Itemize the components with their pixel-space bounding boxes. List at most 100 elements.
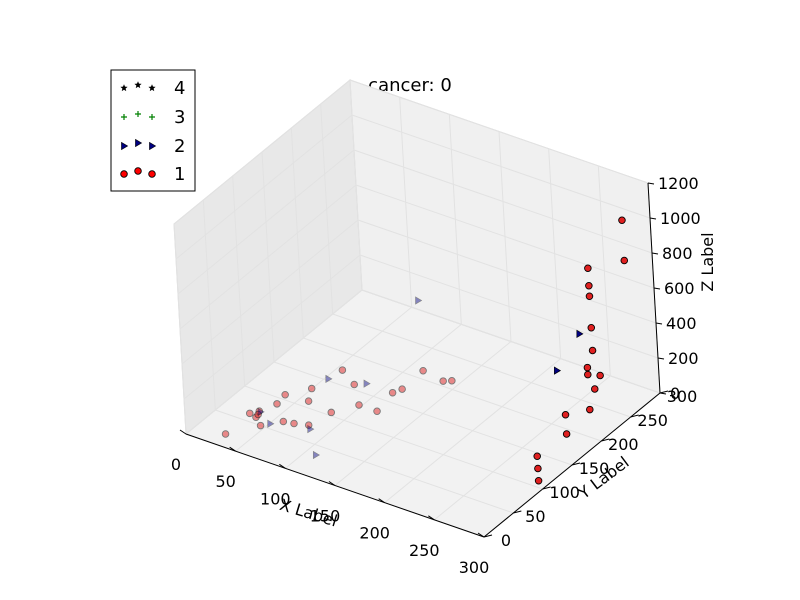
legend-entry-1: 1 <box>120 164 185 185</box>
data-point <box>584 264 592 273</box>
data-point <box>587 324 596 332</box>
x-tick-mark <box>378 498 385 504</box>
x-tick-label: 50 <box>215 472 235 491</box>
data-point <box>585 292 594 301</box>
legend-label: 4 <box>174 78 185 99</box>
data-point <box>312 450 320 460</box>
legend-label: 2 <box>174 136 185 157</box>
data-point <box>304 421 313 429</box>
data-point <box>583 363 592 372</box>
legend-marker <box>149 141 157 151</box>
data-point <box>254 410 262 419</box>
data-point <box>281 391 289 399</box>
data-point <box>267 419 275 428</box>
y-tick-mark <box>513 510 522 514</box>
z-tick-label: 600 <box>664 279 695 298</box>
y-grid-floor <box>332 313 631 418</box>
z-tick-mark <box>657 357 665 360</box>
data-point <box>534 477 543 485</box>
legend-marker <box>148 84 156 92</box>
z-tick-mark <box>655 322 663 325</box>
legend-marker <box>149 114 155 120</box>
data-point <box>439 377 447 385</box>
legend-entry-4: 4 <box>120 78 185 99</box>
legend: 4 3 2 1 <box>110 69 196 192</box>
legend-marker <box>135 138 143 148</box>
z-tick-label: 1000 <box>660 209 701 228</box>
axes-grid <box>173 79 661 538</box>
data-point <box>257 407 265 417</box>
z-grid-back <box>353 149 653 254</box>
data-point <box>415 296 423 305</box>
z-tick-label: 1200 <box>658 174 699 193</box>
data-point <box>419 366 427 375</box>
data-point <box>588 346 597 355</box>
y-tick-label: 250 <box>637 411 668 430</box>
y-tick-mark <box>542 486 551 490</box>
x-tick-mark <box>279 463 286 469</box>
data-point <box>620 256 629 265</box>
y-tick-label: 100 <box>549 483 580 502</box>
x-tick-mark <box>328 481 336 486</box>
y-grid-floor <box>215 409 514 514</box>
data-point <box>363 379 371 388</box>
y-tick-mark <box>601 438 610 442</box>
z-grid-back <box>357 219 657 324</box>
data-point <box>596 371 604 380</box>
data-point <box>576 329 584 338</box>
legend-marker <box>135 111 141 117</box>
z-grid-left <box>185 289 363 435</box>
x-tick-label: 100 <box>260 489 291 508</box>
y-tick-label: 200 <box>608 435 639 454</box>
z-grid-back <box>351 114 651 219</box>
z-grid-left <box>177 149 355 295</box>
data-point <box>279 417 288 426</box>
data-point <box>388 388 397 397</box>
x-tick-mark <box>229 446 236 452</box>
data-point <box>273 400 281 408</box>
legend-marker <box>120 170 128 178</box>
data-point <box>290 419 298 428</box>
y-tick-label: 150 <box>579 459 610 478</box>
legend-marker <box>148 170 156 178</box>
legend-label: 1 <box>174 164 185 185</box>
y-tick-label: 0 <box>501 531 511 550</box>
data-point <box>373 407 381 415</box>
y-grid-floor <box>244 385 543 490</box>
data-point <box>618 216 626 224</box>
data-point <box>561 411 570 419</box>
z-grid-back <box>361 289 661 394</box>
x-tick-mark <box>477 532 485 538</box>
data-point <box>350 380 358 389</box>
data-point <box>221 430 230 438</box>
z-grid-back <box>355 184 655 289</box>
z-tick-label: 800 <box>662 244 693 263</box>
x-tick-label: 250 <box>409 541 440 560</box>
data-point <box>307 384 316 393</box>
y-tick-mark <box>630 414 639 418</box>
data-point <box>338 366 347 374</box>
legend-entry-2: 2 <box>121 136 185 157</box>
legend-entry-3: 3 <box>121 107 185 128</box>
z-tick-mark <box>659 392 667 395</box>
y-tick-label: 50 <box>525 507 545 526</box>
z-tick-label: 400 <box>666 314 697 333</box>
x-tick-mark <box>428 515 435 521</box>
data-point <box>584 370 592 379</box>
data-point <box>246 409 254 418</box>
data-point <box>327 408 336 417</box>
x-tick-label: 300 <box>459 558 490 577</box>
data-point <box>355 401 363 409</box>
z-grid-left <box>181 219 359 365</box>
z-grid-left <box>173 79 351 225</box>
z-tick-label: 0 <box>670 384 680 403</box>
z-grid-left <box>183 254 361 400</box>
x-axis-label: X Label <box>278 495 340 530</box>
z-grid-left <box>175 114 353 260</box>
x-tick-label: 150 <box>310 507 341 526</box>
tick-labels: 0501001502002503000501001502002503000200… <box>171 174 701 577</box>
y-grid-floor <box>273 361 573 466</box>
data-point <box>562 430 571 438</box>
legend-marker <box>121 141 129 151</box>
